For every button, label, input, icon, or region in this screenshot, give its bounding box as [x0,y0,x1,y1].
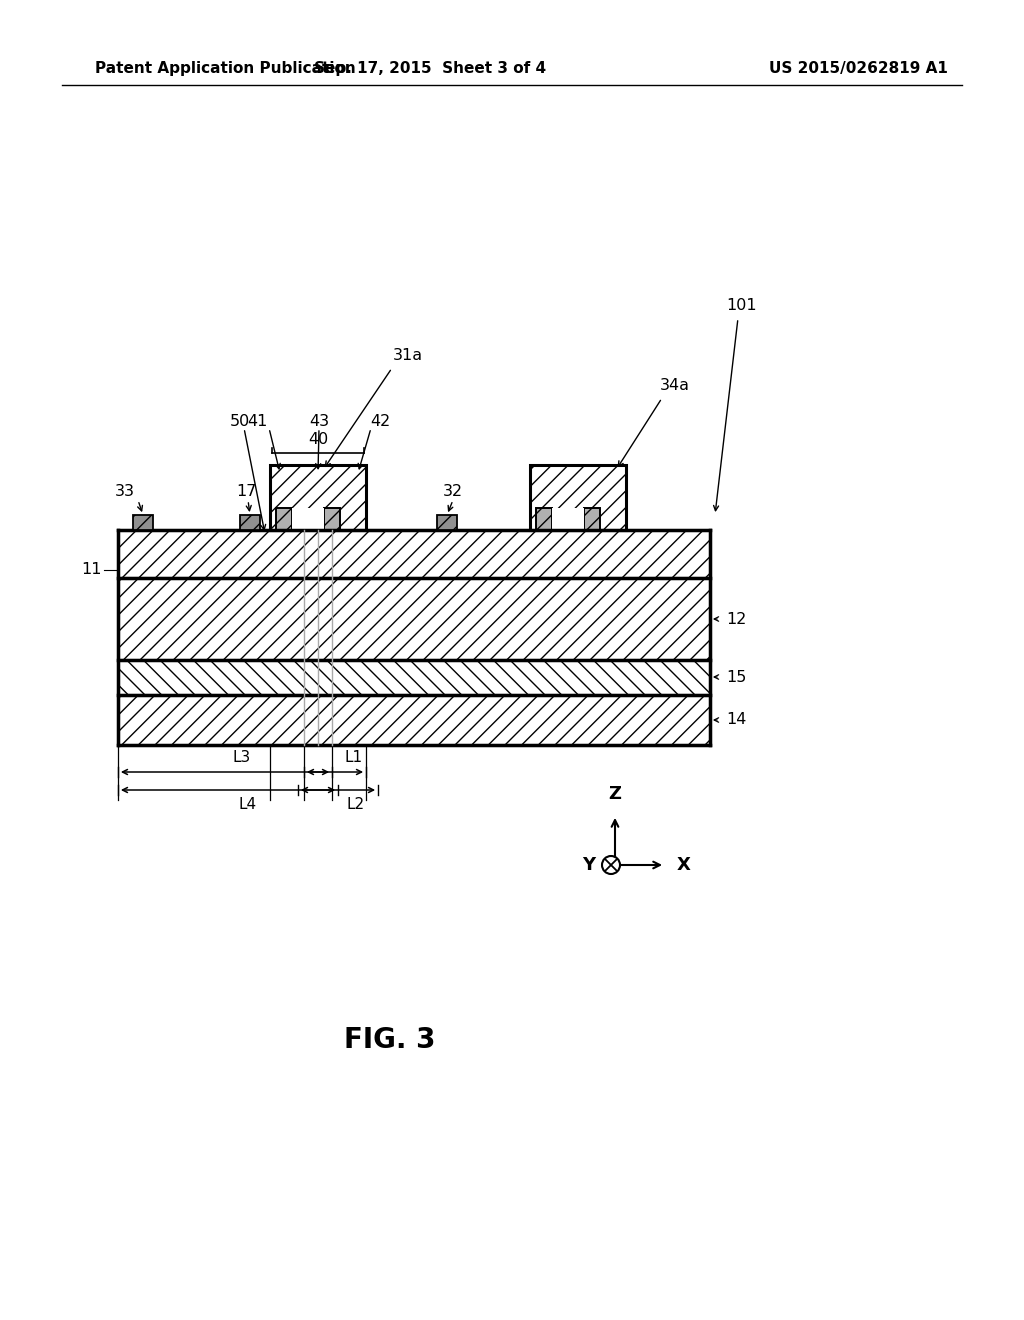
Text: 31a: 31a [393,347,423,363]
Bar [240,515,260,531]
Text: 40: 40 [308,433,328,447]
Text: 34a: 34a [660,378,690,392]
Text: 11: 11 [82,562,102,578]
Text: 42: 42 [370,413,390,429]
Bar [118,531,710,578]
Text: 32: 32 [443,484,463,499]
Text: L4: L4 [239,797,257,812]
Text: Y: Y [582,855,595,874]
Text: L3: L3 [232,750,251,766]
Text: 43: 43 [309,413,329,429]
Bar [118,660,710,696]
Bar [276,508,292,531]
Bar [324,508,340,531]
Text: L2: L2 [347,797,366,812]
Bar [584,508,600,531]
Text: 14: 14 [726,713,746,727]
Text: 33: 33 [115,484,135,499]
Text: US 2015/0262819 A1: US 2015/0262819 A1 [769,61,947,75]
Text: 15: 15 [726,669,746,685]
Text: Z: Z [608,785,622,803]
Text: 17: 17 [236,484,256,499]
Bar [536,508,552,531]
Bar [133,515,153,531]
Text: FIG. 3: FIG. 3 [344,1026,436,1053]
Bar [552,508,584,531]
Text: X: X [677,855,691,874]
Text: Sep. 17, 2015  Sheet 3 of 4: Sep. 17, 2015 Sheet 3 of 4 [314,61,546,75]
Text: 12: 12 [726,611,746,627]
Bar [118,578,710,660]
Bar [118,696,710,744]
Text: Patent Application Publication: Patent Application Publication [95,61,355,75]
Bar [270,465,366,531]
Bar [530,465,626,531]
Bar [292,508,324,531]
Text: 50: 50 [229,413,250,429]
Bar [437,515,457,531]
Text: 41: 41 [248,413,268,429]
Text: 101: 101 [726,297,757,313]
Text: L1: L1 [345,750,364,766]
Circle shape [602,855,620,874]
